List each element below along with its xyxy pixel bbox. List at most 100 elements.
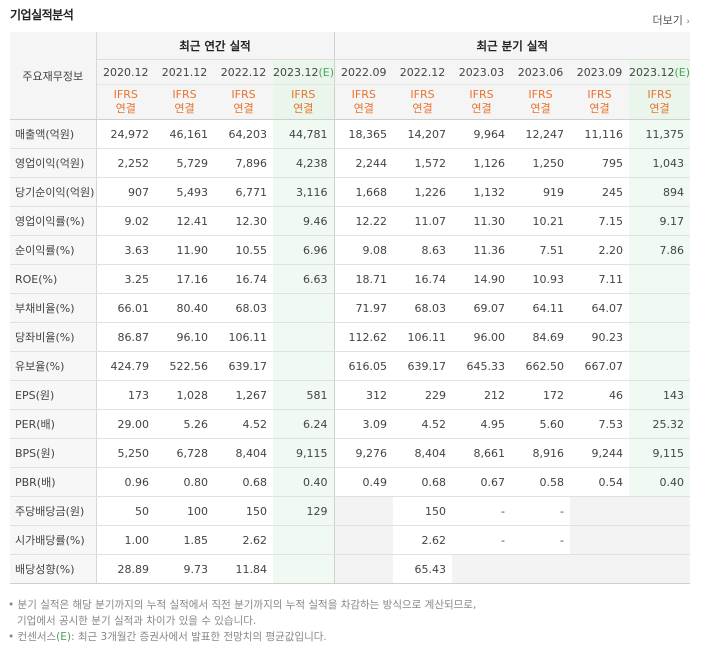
column-date: 2022.12 <box>393 59 452 85</box>
column-accounting: IFRS 연결 <box>96 84 155 120</box>
footnote-1-text: 분기 실적은 해당 분기까지의 누적 실적에서 직전 분기까지의 누적 실적을 … <box>17 599 477 611</box>
ifrs-label: IFRS <box>172 88 197 101</box>
column-date-text: 2021.12 <box>161 65 208 79</box>
column-date: 2023.09 <box>570 59 629 85</box>
table-cell: 1,250 <box>511 148 570 178</box>
column-date-text: 2022.12 <box>220 65 267 79</box>
table-cell <box>273 351 334 381</box>
table-cell: 14.90 <box>452 264 511 294</box>
table-cell: 3.63 <box>96 235 155 265</box>
table-cell: - <box>511 525 570 555</box>
table-cell: 0.40 <box>273 467 334 497</box>
column-date-text: 2023.12 <box>273 65 319 79</box>
table-cell: 662.50 <box>511 351 570 381</box>
table-cell: 2.62 <box>393 525 452 555</box>
footnote-2-post: : 최근 3개월간 증권사에서 발표한 전망치의 평균값입니다. <box>71 631 327 643</box>
estimate-mark: (E) <box>674 65 691 79</box>
table-cell: 96.00 <box>452 322 511 352</box>
more-link[interactable]: 더보기 › <box>653 12 690 28</box>
ifrs-label: IFRS <box>291 88 316 101</box>
table-cell: 18,365 <box>333 119 393 149</box>
table-cell: 80.40 <box>155 293 214 323</box>
table-cell: 50 <box>96 496 155 526</box>
ifrs-label: IFRS <box>410 88 435 101</box>
table-cell: 71.97 <box>333 293 393 323</box>
table-cell: 2.62 <box>214 525 273 555</box>
table-cell: 1,126 <box>452 148 511 178</box>
footnote-2-mark: (E) <box>56 631 71 643</box>
table-cell: 229 <box>393 380 452 410</box>
column-date-text: 2020.12 <box>103 65 149 79</box>
table-cell <box>570 554 629 584</box>
table-cell: 8,404 <box>214 438 273 468</box>
table-cell: 2.20 <box>570 235 629 265</box>
table-cell: 16.74 <box>214 264 273 294</box>
table-cell <box>570 496 629 526</box>
table-cell: 0.40 <box>629 467 690 497</box>
table-cell <box>273 293 334 323</box>
table-cell: 312 <box>333 380 393 410</box>
table-cell: 64.11 <box>511 293 570 323</box>
quarterly-group-header: 최근 분기 실적 <box>333 32 690 60</box>
column-accounting: IFRS 연결 <box>570 84 629 120</box>
table-cell: 0.68 <box>393 467 452 497</box>
table-cell <box>570 525 629 555</box>
footnote-1: • 분기 실적은 해당 분기까지의 누적 실적에서 직전 분기까지의 누적 실적… <box>8 599 477 611</box>
footnotes: • 분기 실적은 해당 분기까지의 누적 실적에서 직전 분기까지의 누적 실적… <box>8 597 476 645</box>
table-cell: 6,728 <box>155 438 214 468</box>
table-cell <box>629 351 690 381</box>
table-cell: 6.24 <box>273 409 334 439</box>
table-cell: 12.22 <box>333 206 393 236</box>
table-cell: 7.11 <box>570 264 629 294</box>
table-cell: 1,226 <box>393 177 452 207</box>
table-cell <box>333 496 393 526</box>
table-cell: 1,572 <box>393 148 452 178</box>
table-cell: 581 <box>273 380 334 410</box>
column-date-text: 2023.09 <box>576 65 623 79</box>
table-row: 시가배당률(%) 1.00 1.85 2.62 2.62- - <box>10 525 690 555</box>
table-cell: 173 <box>96 380 155 410</box>
consolidated-label: 연결 <box>589 102 610 115</box>
table-cell: 5,250 <box>96 438 155 468</box>
table-cell: 4,238 <box>273 148 334 178</box>
table-cell: 90.23 <box>570 322 629 352</box>
table-cell: 0.68 <box>214 467 273 497</box>
table-cell <box>333 525 393 555</box>
table-cell: 8,916 <box>511 438 570 468</box>
table-cell: 9,244 <box>570 438 629 468</box>
table-cell <box>629 322 690 352</box>
table-cell: 1,132 <box>452 177 511 207</box>
table-cell: 522.56 <box>155 351 214 381</box>
row-label: 배당성향(%) <box>10 554 97 584</box>
table-cell: 17.16 <box>155 264 214 294</box>
ifrs-label: IFRS <box>587 88 612 101</box>
table-cell: 86.87 <box>96 322 155 352</box>
table-cell: 795 <box>570 148 629 178</box>
row-label: 유보율(%) <box>10 351 97 381</box>
table-row: 주당배당금(원) 50 100 150 129 150- - <box>10 496 690 526</box>
table-cell <box>273 554 334 584</box>
table-cell: 639.17 <box>214 351 273 381</box>
column-accounting: IFRS 연결 <box>333 84 393 120</box>
table-cell: 7.86 <box>629 235 690 265</box>
table-row: EPS(원) 173 1,028 1,267 581 312 229 212 172 46 143 <box>10 380 690 410</box>
table-cell: 3,116 <box>273 177 334 207</box>
table-cell: 1,668 <box>333 177 393 207</box>
table-cell: 907 <box>96 177 155 207</box>
table-cell: 64.07 <box>570 293 629 323</box>
table-cell: 9.73 <box>155 554 214 584</box>
annual-group-header: 최근 연간 실적 <box>96 32 334 60</box>
table-cell: 106.11 <box>214 322 273 352</box>
table-cell: 28.89 <box>96 554 155 584</box>
table-cell: 11.90 <box>155 235 214 265</box>
table-cell: 9.17 <box>629 206 690 236</box>
column-accounting: IFRS 연결 <box>452 84 511 120</box>
table-cell: 14,207 <box>393 119 452 149</box>
section-title: 기업실적분석 <box>10 8 74 22</box>
ifrs-label: IFRS <box>231 88 256 101</box>
footnote-2-pre: 컨센서스 <box>17 631 57 643</box>
consolidated-label: 연결 <box>649 102 670 115</box>
table-cell: 1,028 <box>155 380 214 410</box>
table-cell: 0.96 <box>96 467 155 497</box>
table-row: ROE(%) 3.25 17.16 16.74 6.63 18.71 16.74 14.90 1… <box>10 264 690 294</box>
